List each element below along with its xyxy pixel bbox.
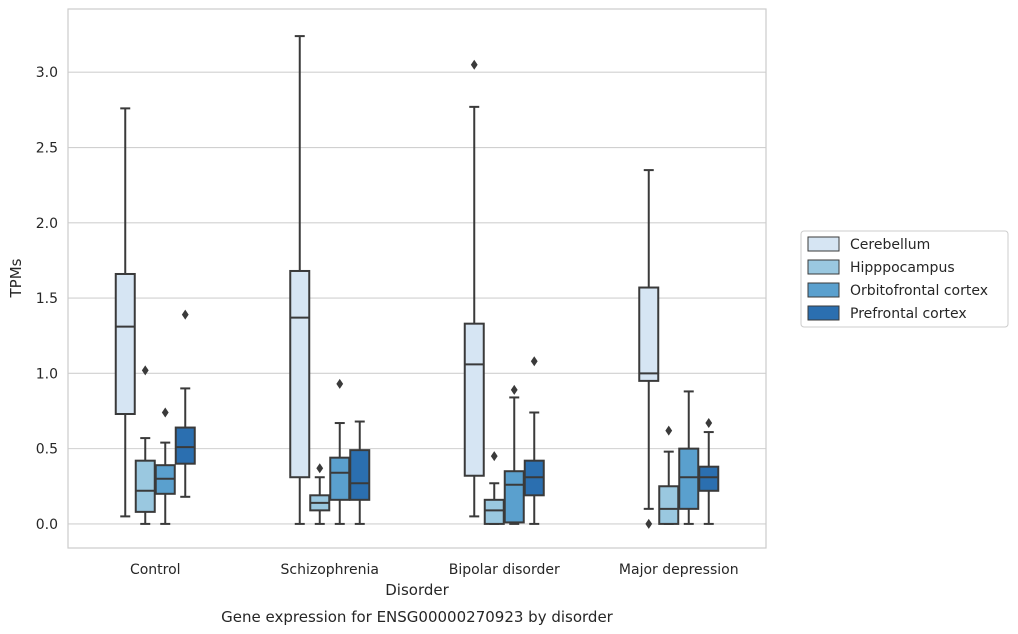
box xyxy=(463,59,485,518)
box xyxy=(134,365,156,525)
box xyxy=(658,425,680,525)
box-body xyxy=(174,426,196,465)
x-tick-label: Major depression xyxy=(619,562,739,578)
grid-lines xyxy=(68,71,766,525)
x-axis-ticks: Control Schizophrenia Bipolar disorder Majo… xyxy=(130,562,739,578)
series-group xyxy=(114,35,660,529)
box-body xyxy=(698,465,720,492)
box-body xyxy=(463,322,485,477)
y-tick-label: 3.0 xyxy=(36,65,58,81)
box xyxy=(483,451,505,525)
box-body xyxy=(329,456,351,501)
y-tick-label: 2.0 xyxy=(36,216,58,232)
x-tick-label: Bipolar disorder xyxy=(449,562,560,578)
legend-swatch xyxy=(807,282,840,298)
box xyxy=(503,384,525,525)
box xyxy=(678,390,700,525)
legend: Cerebellum Hipppocampus Orbitofrontal cort… xyxy=(800,230,1009,328)
box xyxy=(349,420,371,525)
y-tick-label: 2.5 xyxy=(36,141,58,157)
y-tick-label: 1.5 xyxy=(36,291,58,307)
x-tick-label: Schizophrenia xyxy=(281,562,379,578)
outlier-point xyxy=(530,356,538,367)
outlier-point xyxy=(141,365,149,376)
box-body xyxy=(349,449,371,501)
x-axis-label: Disorder xyxy=(385,581,449,599)
box xyxy=(329,378,351,525)
box-series xyxy=(114,35,720,529)
box-body xyxy=(503,470,525,524)
box xyxy=(309,463,331,525)
box xyxy=(638,169,660,529)
y-tick-label: 0.0 xyxy=(36,517,58,533)
box xyxy=(174,309,196,498)
legend-swatch xyxy=(807,236,840,252)
x-tick-label: Control xyxy=(130,562,181,578)
legend-entry: Orbitofrontal cortex xyxy=(850,283,988,299)
box xyxy=(154,407,176,525)
box-body xyxy=(678,447,700,510)
legend-swatch xyxy=(807,305,840,321)
outlier-point xyxy=(470,59,478,70)
box xyxy=(289,35,311,525)
legend-swatch xyxy=(807,259,840,275)
box xyxy=(698,418,720,525)
series-group xyxy=(174,309,720,525)
legend-frame xyxy=(800,230,1009,328)
plot-frame xyxy=(67,8,767,549)
y-tick-label: 0.5 xyxy=(36,442,58,458)
box xyxy=(114,107,136,518)
outlier-point xyxy=(316,463,324,474)
legend-entry: Hipppocampus xyxy=(850,260,955,276)
series-group xyxy=(134,365,680,525)
box-body xyxy=(134,459,156,513)
outlier-point xyxy=(705,418,713,429)
outlier-point xyxy=(490,451,498,462)
box-body xyxy=(483,498,505,525)
box-body xyxy=(289,269,311,479)
box-body xyxy=(658,485,680,525)
outlier-point xyxy=(181,309,189,320)
outlier-point xyxy=(510,384,518,395)
y-axis-label: TPMs xyxy=(7,258,25,298)
series-group xyxy=(154,378,700,525)
y-axis-ticks: 0.0 0.5 1.0 1.5 2.0 2.5 3.0 xyxy=(36,65,58,533)
legend-entry: Prefrontal cortex xyxy=(850,306,967,322)
box xyxy=(523,356,545,525)
outlier-point xyxy=(665,425,673,436)
box-body xyxy=(638,286,660,382)
outlier-point xyxy=(161,407,169,418)
outlier-point xyxy=(645,518,653,529)
box-body xyxy=(114,272,136,416)
legend-entry: Cerebellum xyxy=(850,237,930,253)
chart-caption: Gene expression for ENSG00000270923 by d… xyxy=(221,608,614,626)
y-tick-label: 1.0 xyxy=(36,366,58,382)
outlier-point xyxy=(336,378,344,389)
